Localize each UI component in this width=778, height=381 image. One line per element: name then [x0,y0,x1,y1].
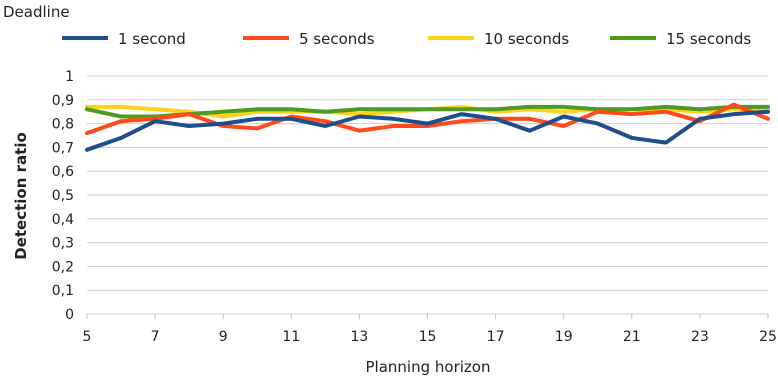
x-tick-label: 13 [350,329,368,345]
series-line-2 [85,102,770,136]
x-tick-label: 9 [219,329,228,345]
series-line-4 [85,104,770,119]
y-tick-label: 0,7 [52,140,74,156]
series-line-1 [85,109,770,152]
y-tick-label: 0,9 [52,93,74,109]
x-tick-label: 21 [623,329,641,345]
legend-label: 15 seconds [666,30,751,48]
y-tick-label: 0,4 [52,212,74,228]
y-tick-label: 0,2 [52,259,74,275]
x-tick-label: 19 [555,329,573,345]
series-group [85,102,770,152]
y-tick-label: 0,6 [52,164,74,180]
x-tick-label: 23 [691,329,709,345]
x-tick-label: 17 [487,329,505,345]
y-axis-title: Detection ratio [12,132,30,260]
legend-label: 1 second [118,30,186,48]
y-tick-label: 0,5 [52,188,74,204]
legend-label: 10 seconds [484,30,569,48]
y-tick-label: 0 [65,307,74,323]
y-tick-label: 0,3 [52,236,74,252]
legend: 1 second 5 seconds 10 seconds 15 seconds [62,30,751,48]
x-tick-label: 15 [419,329,437,345]
x-tick-label: 7 [151,329,160,345]
x-tick-label: 25 [759,329,777,345]
y-axis-ticks: 0 0,1 0,2 0,3 0,4 0,5 0,6 0,7 0,8 0,9 1 [52,69,74,323]
y-tick-label: 0,1 [52,283,74,299]
legend-label: 5 seconds [299,30,375,48]
y-tick-label: 1 [65,69,74,85]
x-axis-ticks: 5 7 9 11 13 15 17 19 21 23 25 [83,314,777,345]
x-axis-title: Planning horizon [366,358,491,376]
legend-title: Deadline [3,3,70,21]
x-tick-label: 5 [83,329,92,345]
y-tick-label: 0,8 [52,117,74,133]
x-tick-label: 11 [282,329,300,345]
